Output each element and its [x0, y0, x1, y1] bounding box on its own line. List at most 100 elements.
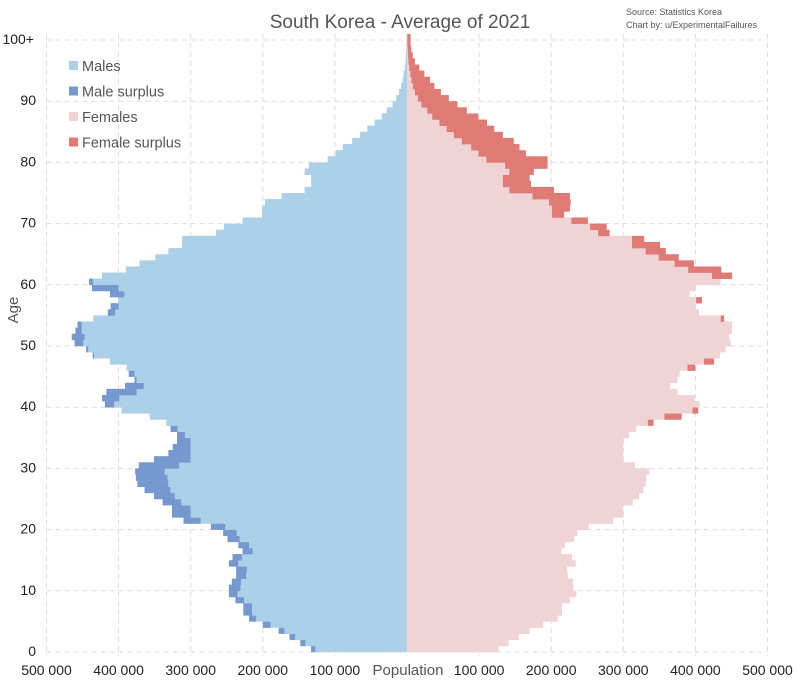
female-surplus-bar	[711, 272, 733, 279]
female-bar	[407, 186, 510, 194]
female-bar	[407, 64, 410, 71]
female-surplus-bar	[408, 58, 415, 65]
female-bar	[407, 364, 688, 371]
legend-swatch	[69, 112, 78, 121]
female-surplus-bar	[647, 419, 654, 426]
y-tick-label: 80	[20, 153, 36, 169]
female-bar	[407, 309, 700, 316]
male-surplus-bar	[86, 346, 89, 353]
female-bar	[407, 174, 503, 182]
male-bar	[114, 401, 408, 408]
female-bar	[407, 76, 412, 84]
female-bar	[407, 297, 697, 304]
male-surplus-bar	[168, 450, 191, 457]
female-bar	[407, 633, 519, 641]
female-surplus-bar	[407, 40, 411, 47]
male-bar	[264, 199, 407, 206]
female-surplus-bar	[692, 407, 699, 414]
female-bar	[407, 443, 624, 451]
female-bar	[407, 88, 415, 96]
female-surplus-bar	[410, 70, 425, 78]
male-surplus-bar	[134, 376, 137, 384]
male-bar	[200, 517, 407, 524]
male-bar	[381, 113, 407, 120]
female-surplus-bar	[696, 297, 702, 304]
male-bar	[88, 346, 408, 353]
female-bar	[407, 223, 591, 231]
female-bar	[407, 621, 544, 628]
female-bar	[407, 199, 550, 206]
male-bar	[237, 590, 407, 598]
female-bar	[407, 168, 510, 175]
female-bar	[407, 315, 721, 322]
female-surplus-bar	[432, 113, 479, 120]
male-bar	[190, 443, 407, 451]
male-bar	[402, 76, 407, 84]
male-surplus-bar	[153, 492, 175, 500]
male-bar	[84, 333, 407, 341]
female-bar	[407, 205, 552, 212]
male-surplus-bar	[125, 382, 144, 390]
male-bar	[404, 64, 407, 71]
male-surplus-bar	[128, 370, 135, 377]
female-bar	[407, 627, 530, 634]
male-bar	[190, 437, 407, 445]
male-bar	[236, 529, 407, 537]
male-bar	[327, 156, 407, 163]
female-bar	[407, 52, 409, 59]
y-tick-label: 70	[20, 215, 36, 231]
male-surplus-bar	[210, 523, 226, 530]
female-bar	[407, 523, 589, 530]
male-bar	[177, 425, 407, 432]
female-bar	[407, 388, 678, 396]
female-surplus-bar	[421, 101, 458, 108]
female-bar	[407, 394, 695, 402]
y-tick-label: 100+	[2, 31, 34, 47]
male-surplus-bar	[172, 443, 191, 451]
female-bar	[407, 645, 499, 653]
male-bar	[174, 492, 407, 500]
female-surplus-bar	[461, 137, 514, 145]
male-surplus-bar	[232, 554, 242, 561]
male-bar	[284, 627, 407, 634]
male-bar	[93, 278, 408, 286]
male-bar	[251, 609, 407, 616]
female-surplus-bar	[408, 52, 413, 59]
male-bar	[102, 272, 407, 279]
female-bar	[407, 352, 720, 359]
y-tick-label: 10	[20, 582, 36, 598]
male-bar	[168, 480, 407, 488]
female-bar	[407, 113, 433, 120]
male-bar	[270, 621, 407, 628]
female-bar	[407, 290, 690, 298]
female-bar	[407, 137, 462, 145]
y-tick-label: 60	[20, 276, 36, 292]
male-surplus-bar	[177, 431, 185, 439]
x-axis-label: Population	[373, 662, 444, 679]
female-bar	[407, 327, 733, 335]
male-bar	[125, 266, 407, 273]
female-bar	[407, 260, 675, 267]
female-bar	[407, 407, 693, 414]
y-tick-label: 20	[20, 521, 36, 537]
female-bar	[407, 560, 576, 567]
male-bar	[399, 88, 407, 96]
male-bar	[181, 499, 407, 506]
male-bar	[182, 235, 407, 243]
male-bar	[238, 560, 407, 567]
male-bar	[164, 468, 407, 475]
female-surplus-bar	[417, 95, 449, 102]
male-bar	[136, 388, 407, 396]
male-bar	[134, 370, 407, 377]
male-surplus-bar	[107, 309, 115, 316]
male-bar	[190, 505, 407, 512]
male-surplus-bar	[243, 603, 252, 610]
male-bar	[406, 46, 407, 53]
male-bar	[311, 174, 407, 182]
female-bar	[407, 266, 689, 273]
legend-label: Males	[82, 59, 121, 75]
female-surplus-bar	[446, 125, 495, 133]
male-bar	[118, 303, 407, 310]
female-surplus-bar	[631, 241, 661, 249]
